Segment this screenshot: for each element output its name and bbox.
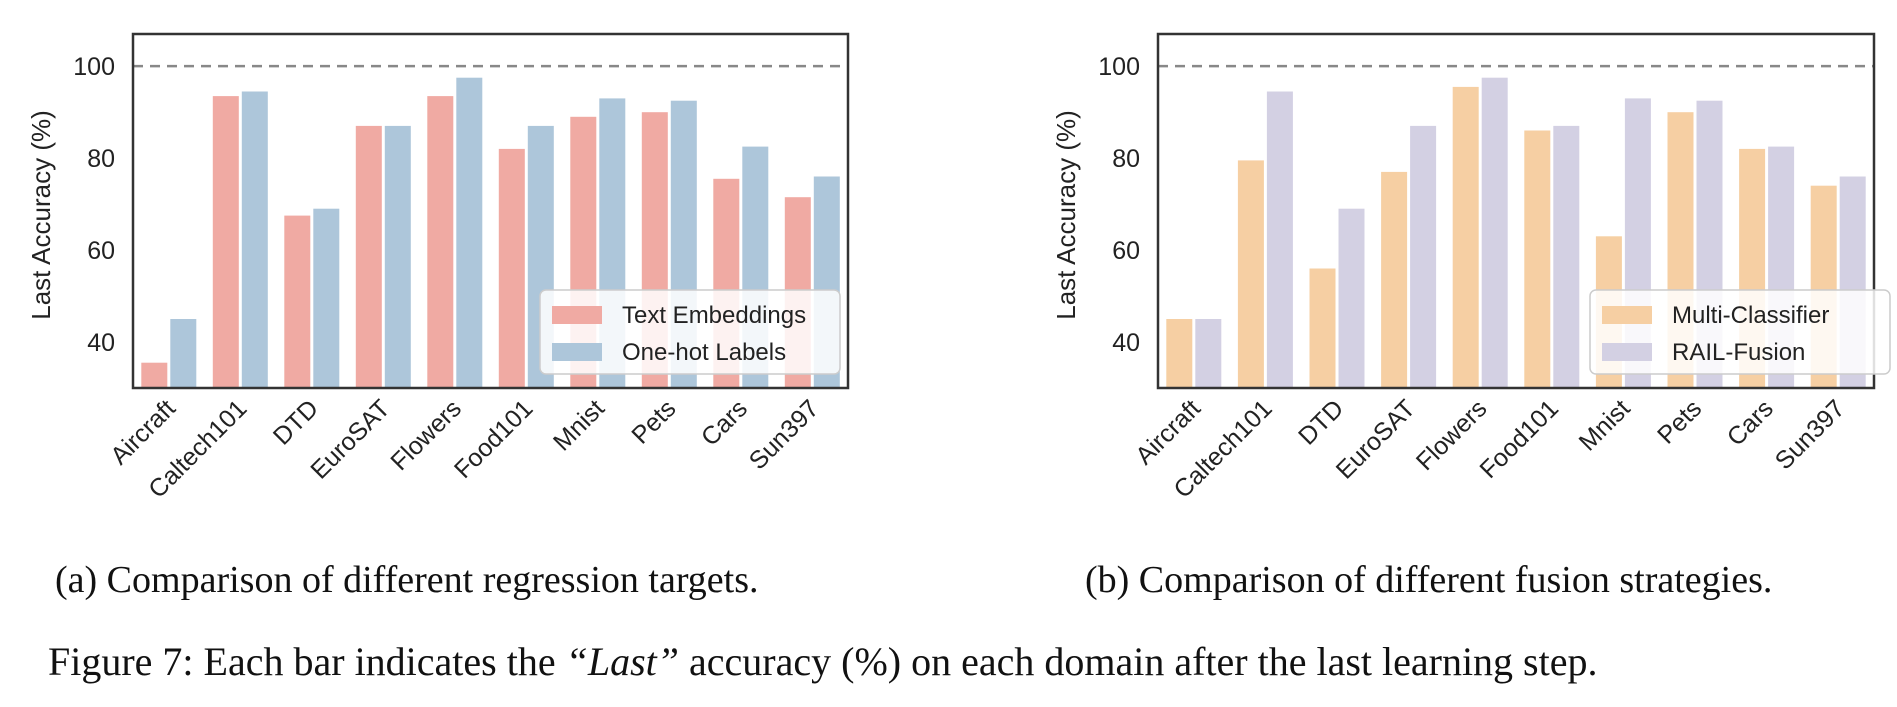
legend-swatch-1 [1602,306,1652,324]
legend-swatch-2 [552,343,602,361]
subcaption-a: (a) Comparison of different regression t… [55,559,759,601]
legend-label-2: One-hot Labels [622,339,786,366]
x-tick-label-cars: Cars [696,394,753,451]
figure-caption-prefix: Figure 7: Each bar indicates the [48,639,566,684]
x-tick-label-mnist: Mnist [1574,394,1636,456]
x-tick-label-dtd: DTD [268,394,324,450]
bar-food101-series-1 [1524,130,1551,388]
bar-caltech101-series-2 [241,91,268,388]
figure-caption-suffix: accuracy (%) on each domain after the la… [679,639,1598,684]
bar-aircraft-series-2 [1195,319,1222,388]
bar-food101-series-1 [498,148,525,388]
bar-caltech101-series-1 [1237,160,1264,388]
x-tick-label-eurosat: EuroSAT [305,394,395,484]
bar-flowers-series-2 [456,77,483,388]
bar-food101-series-2 [1553,125,1580,389]
bar-caltech101-series-1 [212,96,239,388]
x-tick-label-eurosat: EuroSAT [1331,394,1421,484]
y-tick-label: 100 [73,53,115,81]
bar-eurosat-series-2 [384,125,411,389]
bar-flowers-series-1 [1452,86,1479,389]
x-tick-label-food101: Food101 [1474,394,1564,484]
figure-caption-emphasis: “Last” [565,639,680,684]
x-tick-label-sun397: Sun397 [744,394,825,475]
legend-label-1: Text Embeddings [622,302,806,329]
legend-box [539,289,841,375]
bar-flowers-series-2 [1481,77,1508,388]
bar-aircraft-series-1 [141,362,168,388]
legend-swatch-2 [1602,343,1652,361]
y-tick-label: 40 [1112,329,1140,357]
bar-aircraft-series-1 [1166,319,1193,388]
legend-label-1: Multi-Classifier [1672,302,1829,329]
y-tick-label: 100 [1098,53,1140,81]
y-tick-label: 40 [87,329,115,357]
bar-eurosat-series-1 [1381,171,1408,388]
x-tick-label-sun397: Sun397 [1770,394,1851,475]
bar-eurosat-series-1 [355,125,382,389]
subcaption-b: (b) Comparison of different fusion strat… [1085,559,1773,601]
bar-dtd-series-1 [284,215,311,388]
x-tick-label-cars: Cars [1722,394,1779,451]
x-tick-label-mnist: Mnist [548,394,610,456]
y-axis-label: Last Accuracy (%) [26,110,56,320]
x-tick-label-pets: Pets [1652,394,1707,449]
bar-dtd-series-2 [313,208,340,388]
y-tick-label: 60 [1112,237,1140,265]
bar-eurosat-series-2 [1410,125,1437,389]
legend-box [1589,289,1891,375]
y-axis-label: Last Accuracy (%) [1051,110,1081,320]
bar-flowers-series-1 [427,96,454,388]
plot-frame [1156,32,1876,390]
bar-dtd-series-2 [1338,208,1365,388]
legend-swatch-1 [552,306,602,324]
plot-frame [131,32,850,390]
x-tick-label-pets: Pets [626,394,681,449]
figure-caption: Figure 7: Each bar indicates the “Last” … [48,638,1598,685]
legend-label-2: RAIL-Fusion [1672,339,1805,366]
y-tick-label: 80 [87,145,115,173]
x-tick-label-dtd: DTD [1293,394,1349,450]
bar-caltech101-series-2 [1266,91,1293,388]
bar-aircraft-series-2 [170,319,197,388]
y-tick-label: 60 [87,237,115,265]
bar-dtd-series-1 [1309,268,1336,388]
y-tick-label: 80 [1112,145,1140,173]
x-tick-label-food101: Food101 [449,394,539,484]
